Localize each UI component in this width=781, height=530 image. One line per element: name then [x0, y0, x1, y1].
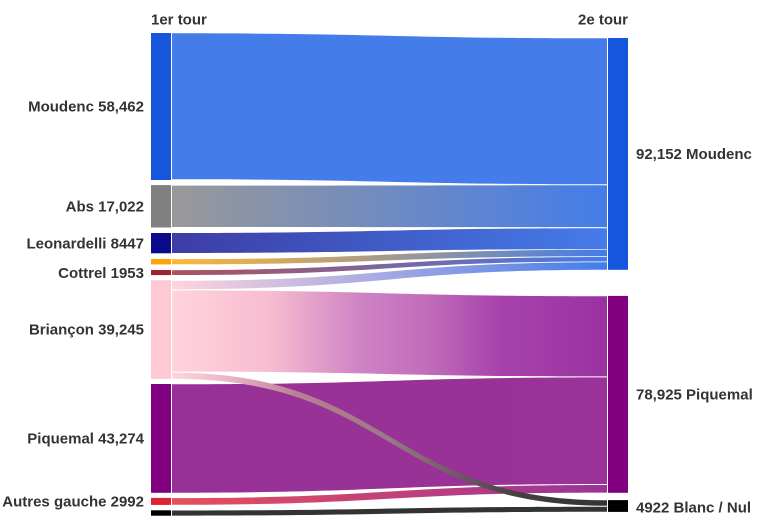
svg-text:1er tour: 1er tour: [151, 12, 207, 29]
svg-text:4922 Blanc / Nul: 4922 Blanc / Nul: [636, 499, 751, 516]
svg-text:Autres gauche 2992: Autres gauche 2992: [2, 494, 144, 511]
svg-text:Cottrel 1953: Cottrel 1953: [58, 265, 144, 282]
svg-text:Leonardelli 8447: Leonardelli 8447: [26, 235, 144, 252]
svg-text:Piquemal 43,274: Piquemal 43,274: [27, 431, 144, 448]
svg-text:92,152 Moudenc: 92,152 Moudenc: [636, 146, 752, 163]
svg-text:Abs 17,022: Abs 17,022: [66, 199, 144, 216]
svg-text:Briançon 39,245: Briançon 39,245: [29, 322, 144, 339]
svg-text:Moudenc 58,462: Moudenc 58,462: [28, 99, 144, 116]
svg-text:78,925 Piquemal: 78,925 Piquemal: [636, 387, 753, 404]
svg-text:2e tour: 2e tour: [578, 12, 628, 29]
